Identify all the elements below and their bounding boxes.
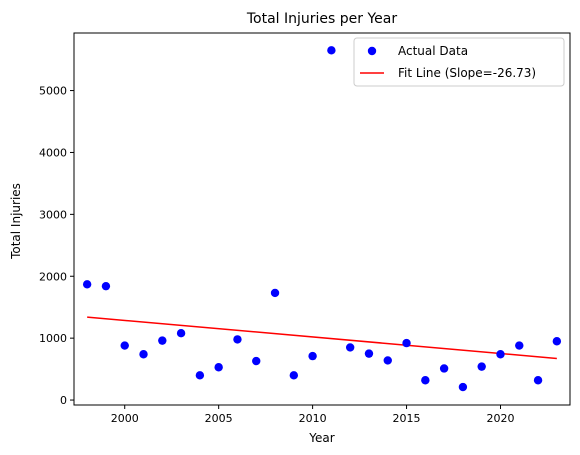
data-point xyxy=(139,350,148,359)
data-point xyxy=(176,328,186,338)
x-axis-label: Year xyxy=(308,431,334,445)
plot-area: 2000 2005 2010 2015 2020 0 1000 2000 3000 4000 500… xyxy=(39,32,571,425)
data-point xyxy=(533,376,543,385)
y-tick-label: 2000 xyxy=(39,270,67,283)
x-tick-label: 2000 xyxy=(111,412,139,425)
data-point xyxy=(515,341,524,350)
y-tick-label: 4000 xyxy=(39,146,67,159)
data-point xyxy=(458,382,468,392)
data-point xyxy=(195,371,205,380)
data-point xyxy=(421,376,430,385)
x-tick-label: 2010 xyxy=(299,412,327,425)
y-tick-label: 5000 xyxy=(39,85,67,98)
legend-marker xyxy=(367,46,377,56)
data-point xyxy=(327,46,336,55)
data-point xyxy=(101,281,111,291)
fit-line xyxy=(87,316,557,360)
data-point xyxy=(364,349,374,358)
legend-label: Fit Line (Slope=-26.73) xyxy=(398,66,536,80)
legend-box xyxy=(353,37,565,87)
data-point xyxy=(383,356,392,365)
y-tick-label: 1000 xyxy=(39,332,67,345)
data-point xyxy=(345,343,355,352)
data-point xyxy=(82,280,92,289)
x-tick-label: 2015 xyxy=(393,412,421,425)
data-point xyxy=(439,364,449,373)
legend-label: Actual Data xyxy=(398,44,468,58)
data-point xyxy=(289,371,299,380)
data-point xyxy=(477,362,486,371)
data-point xyxy=(308,351,317,361)
data-point xyxy=(214,363,223,372)
data-point xyxy=(158,336,167,345)
x-tick-label: 2020 xyxy=(486,412,514,425)
y-tick-label: 3000 xyxy=(39,208,67,221)
data-point xyxy=(270,288,280,298)
chart-title: Total Injuries per Year xyxy=(246,11,398,27)
axes-frame xyxy=(73,32,571,406)
data-point xyxy=(233,335,242,344)
data-point xyxy=(496,350,505,359)
data-point xyxy=(120,341,129,350)
data-point xyxy=(552,337,562,346)
y-axis-label: Total Injuries xyxy=(9,183,23,260)
data-point xyxy=(402,338,411,348)
y-tick-label: 0 xyxy=(60,394,67,407)
x-tick-label: 2005 xyxy=(205,412,233,425)
data-point xyxy=(252,356,261,366)
